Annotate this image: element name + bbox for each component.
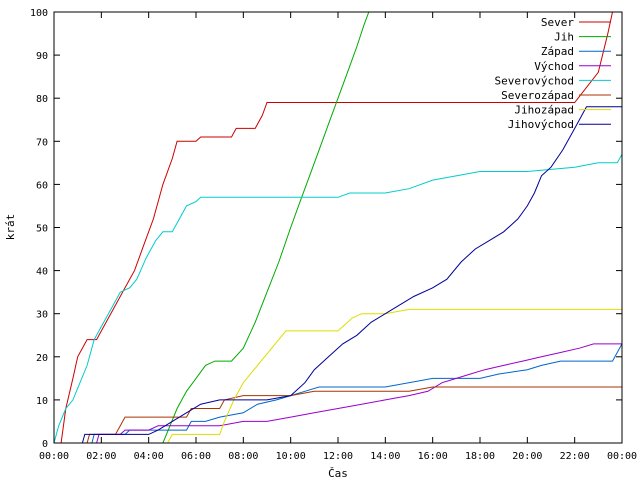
x-tick-label: 00:00 (607, 451, 637, 462)
y-axis-label: krát (4, 214, 17, 241)
x-tick-label: 08:00 (228, 451, 258, 462)
series-line-8 (54, 106, 622, 443)
y-tick-label: 80 (36, 94, 48, 105)
x-tick-label: 22:00 (560, 451, 590, 462)
x-tick-label: 12:00 (323, 451, 353, 462)
y-tick-label: 70 (36, 137, 48, 148)
y-tick-label: 40 (36, 267, 48, 278)
series-line-1 (54, 12, 613, 443)
x-tick-label: 18:00 (465, 451, 495, 462)
x-axis-label: Čas (328, 467, 348, 480)
legend-label: Jih (554, 31, 574, 44)
y-tick-label: 10 (36, 396, 48, 407)
y-tick-label: 30 (36, 310, 48, 321)
plot-frame (53, 11, 623, 444)
legend-label: Jihovýchod (508, 118, 574, 131)
legend-label: Sever (541, 16, 574, 29)
x-tick-label: 20:00 (512, 451, 542, 462)
y-tick-label: 60 (36, 180, 48, 191)
x-tick-label: 06:00 (181, 451, 211, 462)
y-tick-label: 50 (36, 224, 48, 235)
series-line-4 (54, 343, 622, 443)
legend-label: Západ (541, 45, 574, 58)
series-line-7 (54, 308, 622, 443)
y-tick-label: 20 (36, 353, 48, 364)
x-tick-label: 02:00 (86, 451, 116, 462)
series-line-2 (54, 12, 370, 443)
x-tick-label: 16:00 (418, 451, 448, 462)
x-tick-label: 00:00 (39, 451, 69, 462)
legend-label: Severovýchod (495, 74, 574, 87)
series-line-5 (54, 153, 622, 443)
series-layer (54, 12, 622, 443)
ticks-layer: 00:00 02:00 04:00 06:00 08:00 10:00 12:00 14:00… (30, 8, 637, 462)
x-tick-label: 14:00 (370, 451, 400, 462)
y-tick-label: 90 (36, 51, 48, 62)
legend-label: Jihozápad (514, 104, 574, 117)
x-tick-label: 10:00 (276, 451, 306, 462)
y-tick-label: 0 (42, 439, 48, 450)
legend-label: Východ (534, 60, 574, 73)
y-tick-label: 100 (30, 8, 48, 19)
x-tick-label: 04:00 (134, 451, 164, 462)
legend-label: Severozápad (501, 89, 574, 102)
